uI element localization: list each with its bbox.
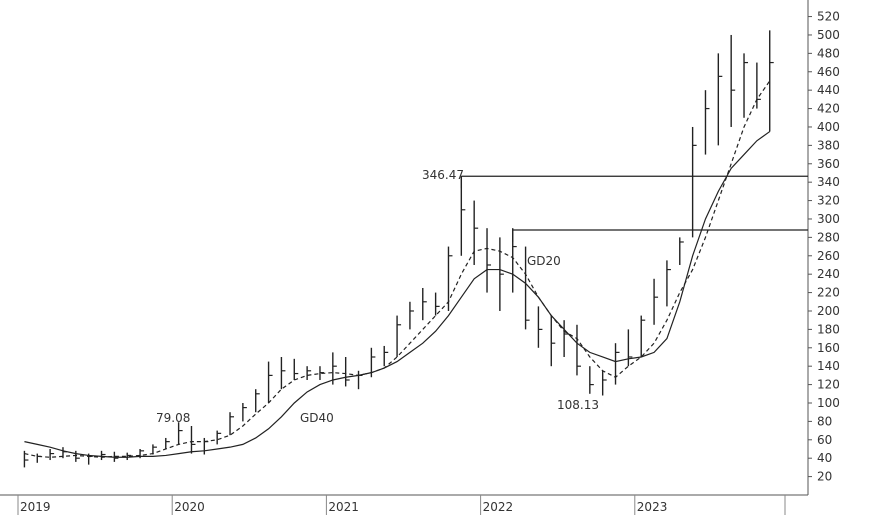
y-tick-label: 480 [817, 46, 840, 60]
annotation: 108.13 [557, 398, 599, 412]
y-tick-label: 60 [817, 433, 832, 447]
y-tick-label: 40 [817, 451, 832, 465]
y-tick-label: 280 [817, 230, 840, 244]
x-tick-label: 2020 [174, 500, 205, 514]
y-tick-label: 160 [817, 341, 840, 355]
y-tick-label: 380 [817, 138, 840, 152]
y-tick-label: 140 [817, 359, 840, 373]
y-tick-label: 200 [817, 304, 840, 318]
y-tick-label: 80 [817, 414, 832, 428]
y-tick-label: 20 [817, 470, 832, 484]
x-tick-label: 2021 [328, 500, 359, 514]
y-tick-label: 260 [817, 249, 840, 263]
series-label: GD40 [300, 411, 334, 425]
y-tick-label: 300 [817, 212, 840, 226]
y-tick-label: 120 [817, 378, 840, 392]
x-tick-label: 2022 [483, 500, 514, 514]
y-tick-label: 340 [817, 175, 840, 189]
y-tick-label: 520 [817, 10, 840, 24]
annotation: 79.08 [156, 411, 190, 425]
y-tick-label: 180 [817, 322, 840, 336]
y-tick-label: 220 [817, 286, 840, 300]
y-tick-label: 440 [817, 83, 840, 97]
x-tick-label: 2019 [20, 500, 51, 514]
annotation: 346.47 [422, 168, 464, 182]
y-tick-label: 420 [817, 102, 840, 116]
y-tick-label: 100 [817, 396, 840, 410]
moving-average [24, 131, 771, 458]
y-tick-label: 240 [817, 267, 840, 281]
y-tick-label: 320 [817, 194, 840, 208]
y-tick-label: 500 [817, 28, 840, 42]
y-tick-label: 360 [817, 157, 840, 171]
series-label: GD20 [527, 254, 561, 268]
x-tick-label: 2023 [637, 500, 668, 514]
y-tick-label: 400 [817, 120, 840, 134]
y-tick-label: 460 [817, 65, 840, 79]
